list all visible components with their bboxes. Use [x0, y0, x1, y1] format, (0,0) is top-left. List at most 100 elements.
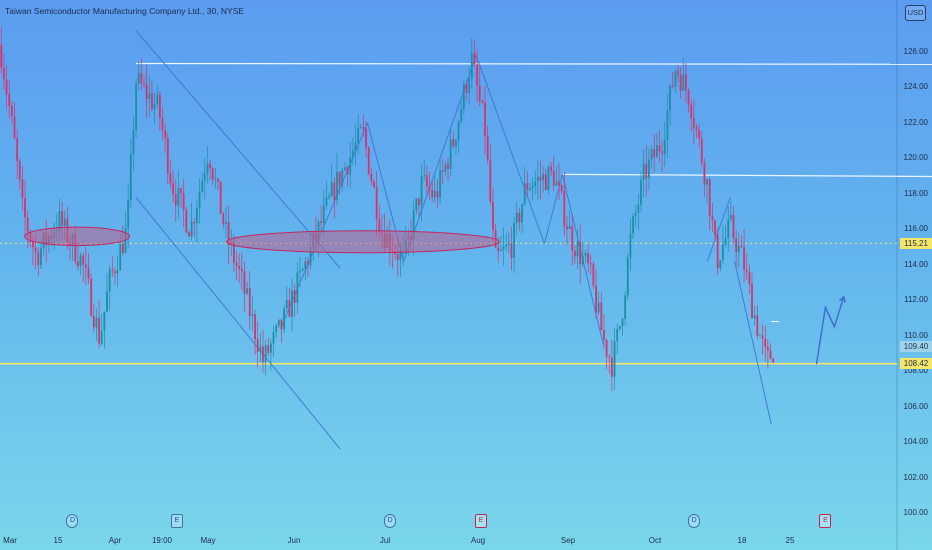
candle-body: [18, 160, 21, 180]
candle-body: [362, 127, 365, 129]
candle-body: [375, 187, 378, 220]
consolidation-ellipse-1: [24, 226, 131, 247]
candle-body: [558, 181, 560, 186]
candle-body: [325, 197, 328, 206]
currency-badge[interactable]: USD: [905, 5, 926, 21]
earnings-marker-icon[interactable]: E: [819, 514, 832, 528]
candle-body: [145, 84, 148, 100]
candle-body: [611, 357, 613, 377]
trendline-5: [403, 55, 477, 262]
candle-body: [621, 318, 624, 326]
candle-body: [367, 147, 370, 174]
candle-body: [82, 255, 85, 265]
dividend-marker-icon[interactable]: D: [688, 514, 701, 528]
candle-body: [16, 138, 19, 161]
candle-body: [259, 346, 262, 352]
candle-body: [322, 205, 325, 224]
candle-body: [164, 130, 167, 139]
candle-body: [468, 78, 471, 93]
candle-body: [351, 150, 354, 158]
candle-body: [507, 243, 510, 245]
candle-body: [431, 190, 434, 198]
candle-body: [637, 204, 640, 213]
candle-body: [156, 94, 159, 104]
candle-body: [629, 233, 632, 258]
candle-body: [209, 163, 212, 169]
candle-body: [359, 127, 362, 128]
price-tick-label: 118.00: [904, 188, 928, 198]
candle-body: [264, 345, 267, 362]
candle-body: [423, 175, 426, 177]
candle-body: [58, 211, 61, 232]
candle-body: [254, 314, 256, 340]
candle-body: [74, 234, 77, 262]
time-tick-label: 25: [785, 536, 795, 545]
candle-body: [185, 209, 188, 233]
candle-body: [317, 221, 320, 240]
price-tick-label: 108.00: [903, 366, 928, 376]
candle-body: [108, 269, 111, 292]
candle-body: [766, 346, 769, 351]
price-tick-label: 106.00: [903, 401, 928, 411]
time-tick-label: Sep: [560, 536, 576, 545]
candle-body: [690, 104, 693, 119]
price-badge: 108.42: [900, 358, 932, 370]
candle-body: [354, 142, 357, 151]
candle-body: [309, 247, 312, 265]
dividend-marker-icon[interactable]: D: [384, 514, 397, 528]
candle-body: [13, 116, 16, 139]
trendline-6: [475, 55, 545, 244]
time-tick-label: Apr: [108, 536, 122, 545]
candle-body: [394, 252, 397, 255]
candle-body: [119, 243, 122, 271]
candle-body: [90, 278, 93, 316]
time-tick-label: Jun: [287, 536, 301, 545]
candle-body: [143, 83, 145, 85]
candle-body: [219, 181, 222, 214]
candle-body: [573, 250, 576, 257]
candle-body: [449, 139, 452, 169]
candle-body: [251, 314, 254, 316]
candle-body: [703, 162, 706, 185]
candle-body: [235, 262, 238, 267]
trendline-2: [135, 197, 341, 450]
candle-body: [84, 264, 87, 268]
candle-body: [455, 139, 457, 147]
price-tick-label: 100.00: [903, 508, 928, 517]
dividend-marker-icon[interactable]: D: [66, 514, 79, 528]
candle-body: [655, 145, 658, 158]
candle-body: [169, 173, 172, 184]
candle-body: [671, 85, 674, 87]
candle-body: [603, 330, 605, 340]
candle-body: [214, 178, 217, 180]
candle-body: [515, 212, 518, 224]
candle-body: [280, 319, 283, 330]
candle-body: [521, 204, 523, 223]
earnings-marker-icon[interactable]: E: [170, 514, 183, 528]
candle-body: [114, 271, 116, 274]
candle-body: [692, 118, 695, 128]
candle-body: [571, 226, 574, 251]
candle-body: [579, 241, 582, 265]
candle-body: [3, 67, 5, 80]
candle-body: [106, 291, 108, 312]
trendline-10: [734, 261, 772, 425]
candle-body: [756, 315, 759, 336]
candle-body: [158, 94, 161, 118]
candle-body: [714, 220, 716, 235]
candle-body: [589, 263, 592, 265]
time-tick-label: 18: [737, 536, 747, 545]
candle-body: [206, 163, 209, 174]
earnings-marker-icon[interactable]: E: [474, 514, 487, 528]
candle-body: [447, 164, 449, 169]
candle-body: [513, 223, 516, 259]
candle-body: [344, 167, 346, 171]
candle-body: [457, 121, 460, 140]
candle-body: [489, 159, 492, 202]
candle-body: [669, 85, 671, 111]
price-tick-label: 120.00: [903, 153, 928, 163]
candle-body: [542, 174, 545, 181]
candle-body: [526, 183, 529, 191]
